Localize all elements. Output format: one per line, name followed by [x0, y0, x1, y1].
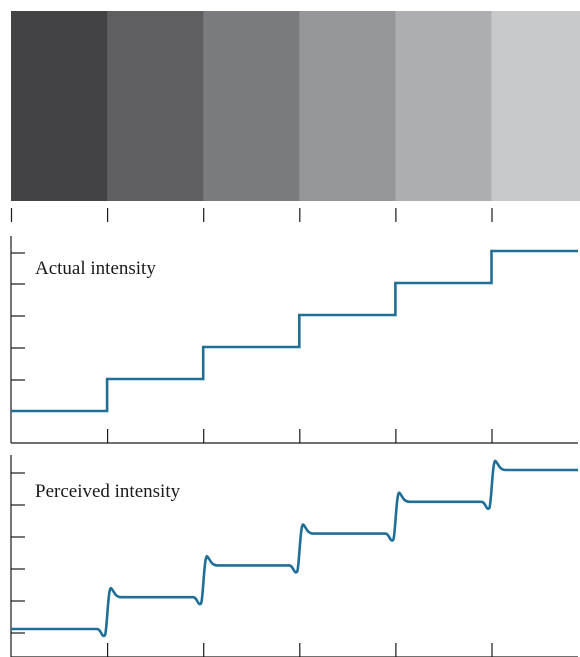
band-tick-marks — [10, 208, 493, 222]
perceived-intensity-label: Perceived intensity — [35, 481, 181, 502]
perceived-axes — [10, 455, 578, 657]
intensity-band-5 — [395, 11, 493, 201]
intensity-band-6 — [491, 11, 580, 201]
intensity-band-4 — [299, 11, 396, 201]
intensity-bands — [11, 11, 580, 201]
actual-intensity-label: Actual intensity — [35, 258, 156, 279]
perceived-intensity-curve — [11, 459, 578, 638]
intensity-band-3 — [203, 11, 300, 201]
intensity-band-2 — [107, 11, 204, 201]
intensity-band-1 — [11, 11, 108, 201]
perceived-intensity-panel: Perceived intensity — [10, 455, 578, 657]
actual-intensity-panel: Actual intensity — [10, 236, 578, 444]
actual-intensity-curve — [11, 249, 578, 413]
